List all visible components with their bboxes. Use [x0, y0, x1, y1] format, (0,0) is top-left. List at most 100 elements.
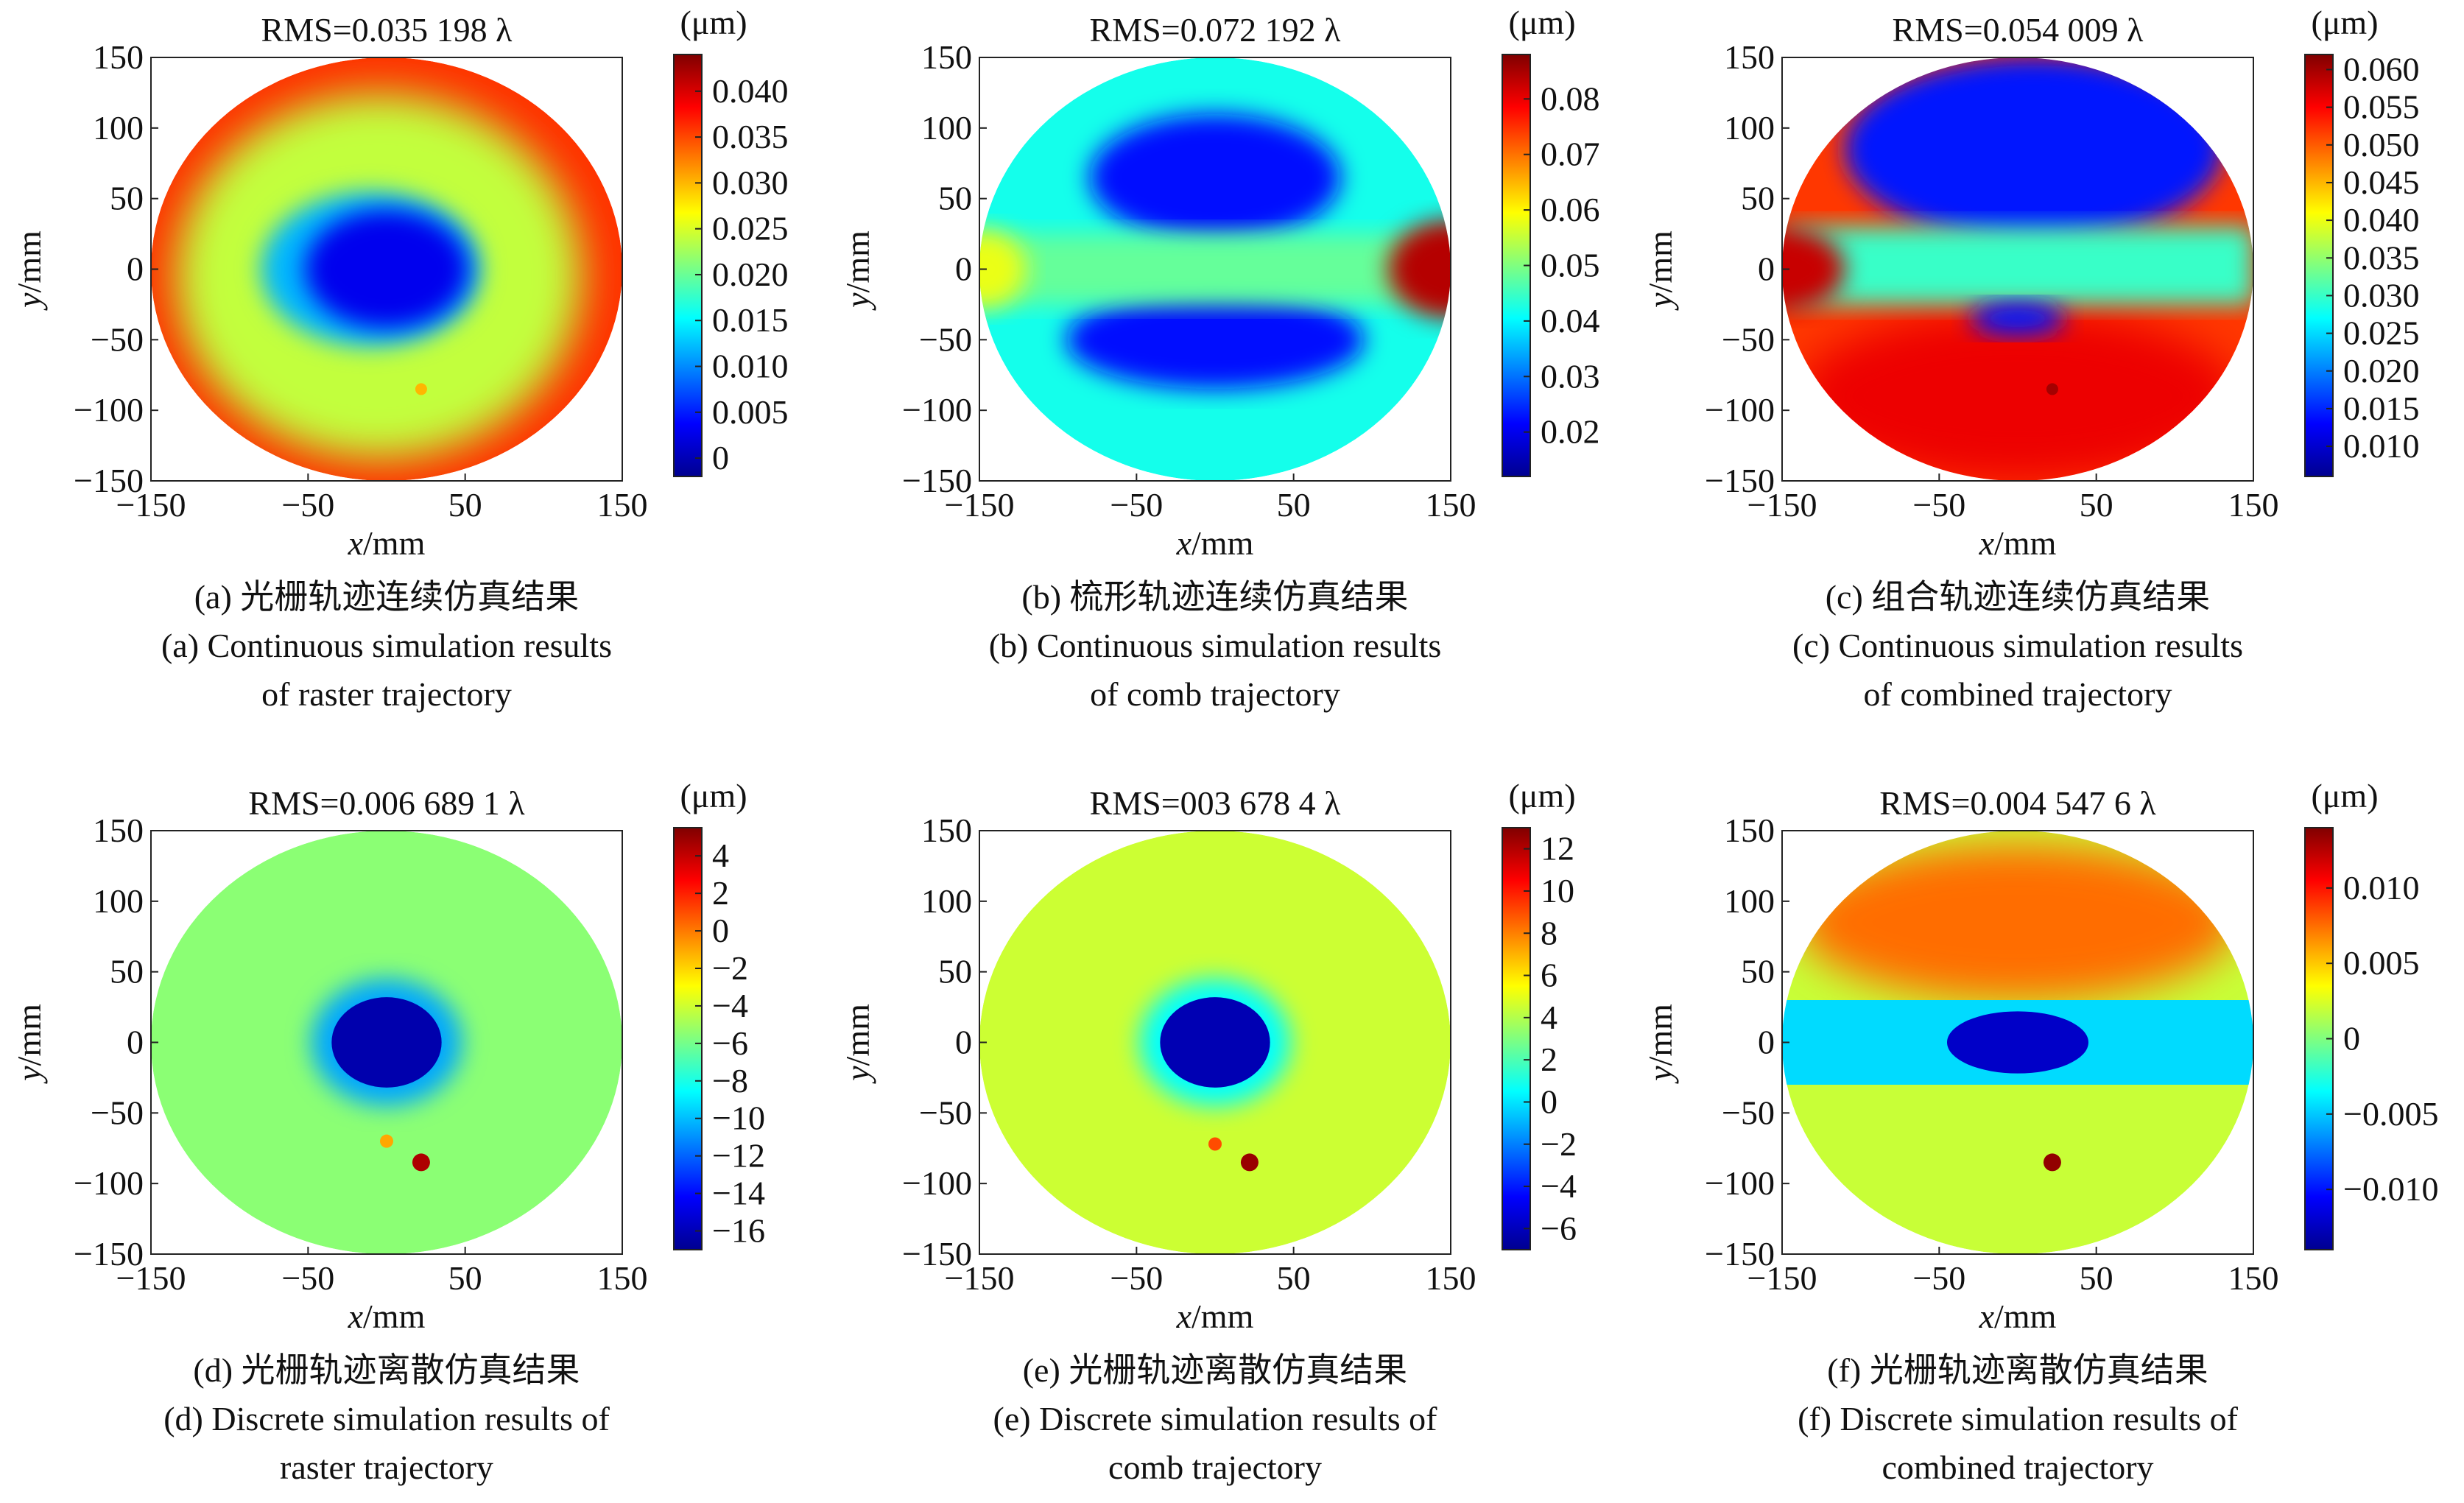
- colorbar-tick-label: 0.05: [1541, 247, 1600, 284]
- y-tick-label: −150: [902, 462, 972, 499]
- panel-c-caption: (c) 组合轨迹连续仿真结果 (c) Continuous simulation…: [1650, 573, 2386, 719]
- warm-upper: [1798, 845, 2238, 1001]
- colorbar-unit: (μm): [680, 4, 747, 41]
- caption-en-line1: (c) Continuous simulation results: [1792, 627, 2243, 664]
- surface-map: [979, 57, 1451, 481]
- caption-en-line2: comb trajectory: [1108, 1449, 1322, 1486]
- colorbar-tick-label: 0.010: [2343, 427, 2420, 465]
- y-tick-label: 0: [955, 1024, 972, 1061]
- caption-en-line2: of combined trajectory: [1863, 675, 2172, 713]
- y-tick-label: 50: [1741, 953, 1775, 990]
- y-tick-label: 150: [93, 38, 144, 76]
- caption-cn: (e) 光栅轨迹离散仿真结果: [1022, 1351, 1408, 1389]
- colorbar-unit: (μm): [2311, 4, 2378, 41]
- caption-en-line1: (b) Continuous simulation results: [988, 627, 1442, 664]
- hot-spot: [412, 1153, 430, 1172]
- y-tick-label: 0: [127, 250, 144, 288]
- chart-panel-d: −150 −50 50 150150100500−50−100−150x/mmy/mm…: [10, 777, 765, 1335]
- x-tick-label: −150: [945, 1259, 1015, 1297]
- y-tick-label: 100: [1724, 109, 1775, 147]
- chart-title: RMS=0.006 689 1 λ: [248, 784, 525, 822]
- x-tick-label: −150: [116, 1259, 186, 1297]
- y-axis-label: y/mm: [1641, 230, 1679, 311]
- colorbar-tick-label: 0.015: [2343, 390, 2420, 427]
- y-tick-label: −100: [1705, 1164, 1775, 1202]
- chart-panel-f: −150 −50 50 150 150 100 50 0 −50 −100 −150 x/mm y/mm…: [1641, 777, 2438, 1335]
- low-region: [305, 210, 468, 328]
- caption-cn: (f) 光栅轨迹离散仿真结果: [1827, 1351, 2208, 1389]
- x-tick-label: 50: [1277, 486, 1311, 524]
- x-tick-label: −150: [945, 486, 1015, 524]
- panel-b-caption: (b) 梳形轨迹连续仿真结果 (b) Continuous simulation…: [847, 573, 1583, 719]
- colorbar-tick-label: 6: [1541, 957, 1557, 994]
- caption-en-line1: (f) Discrete simulation results of: [1798, 1400, 2238, 1437]
- y-tick-label: 100: [93, 882, 144, 920]
- y-tick-label: −100: [74, 1164, 144, 1202]
- colorbar-tick-label: 4: [712, 837, 729, 874]
- y-tick-label: 0: [955, 250, 972, 288]
- colorbar-tick-label: −2: [1541, 1125, 1577, 1163]
- surface-map: [151, 57, 622, 481]
- caption-cn: (c) 组合轨迹连续仿真结果: [1825, 578, 2211, 616]
- hot-spot: [2043, 1153, 2061, 1172]
- colorbar-tick-label: 0.010: [2343, 869, 2420, 907]
- colorbar-tick-label: 0.015: [712, 301, 789, 339]
- colorbar-tick-label: 0.025: [712, 210, 789, 247]
- panel-f-caption: (f) 光栅轨迹离散仿真结果 (f) Discrete simulation r…: [1650, 1346, 2386, 1492]
- y-tick-label: 100: [1724, 882, 1775, 920]
- hot-spot: [415, 383, 427, 395]
- caption-en-line2: of raster trajectory: [261, 675, 512, 713]
- x-axis-label: x/mm: [348, 524, 426, 562]
- y-tick-label: 150: [921, 812, 972, 849]
- panel-e-caption: (e) 光栅轨迹离散仿真结果 (e) Discrete simulation r…: [847, 1346, 1583, 1492]
- x-tick-label: 150: [1426, 1259, 1476, 1297]
- colorbar-tick-label: −10: [712, 1099, 765, 1137]
- colorbar-tick-label: −6: [712, 1024, 748, 1062]
- y-tick-label: 50: [938, 180, 972, 217]
- x-tick-label: −150: [1747, 486, 1817, 524]
- caption-cn: (a) 光栅轨迹连续仿真结果: [194, 578, 580, 616]
- colorbar-tick-label: 0.020: [2343, 352, 2420, 390]
- y-tick-label: −100: [74, 391, 144, 429]
- colorbar-tick-label: 2: [1541, 1041, 1557, 1078]
- x-tick-label: −150: [1747, 1259, 1817, 1297]
- y-axis-label: y/mm: [1641, 1004, 1679, 1084]
- x-tick-label: 150: [2228, 1259, 2279, 1297]
- warm-edge: [979, 229, 1027, 309]
- x-tick-label: 50: [448, 486, 482, 524]
- x-tick-label: 150: [597, 486, 648, 524]
- panel-d-caption: (d) 光栅轨迹离散仿真结果 (d) Discrete simulation r…: [18, 1346, 755, 1492]
- x-axis-label: x/mm: [348, 1298, 426, 1335]
- y-tick-label: 0: [127, 1024, 144, 1061]
- y-tick-label: 0: [1758, 250, 1775, 288]
- x-tick-label: 50: [2080, 1259, 2113, 1297]
- y-tick-label: 150: [1724, 812, 1775, 849]
- chart-title: RMS=003 678 4 λ: [1090, 784, 1342, 822]
- band-region: [1782, 227, 2253, 305]
- colorbar: [1502, 827, 1531, 1250]
- colorbar-tick-label: 0.035: [712, 118, 789, 155]
- surface-map: [1782, 57, 2253, 481]
- colorbar-tick-label: 0.020: [712, 256, 789, 293]
- y-tick-label: −100: [902, 1164, 972, 1202]
- y-tick-label: −50: [1722, 1094, 1775, 1131]
- low-spot: [1971, 301, 2065, 336]
- x-tick-label: 50: [448, 1259, 482, 1297]
- colorbar-tick-label: 2: [712, 874, 729, 912]
- y-tick-label: −100: [1705, 391, 1775, 429]
- colorbar-tick-label: 0.07: [1541, 135, 1600, 173]
- colorbar-tick-label: −16: [712, 1212, 765, 1250]
- y-tick-label: −150: [74, 1235, 144, 1273]
- colorbar: [673, 827, 703, 1250]
- colorbar-tick-label: 0.06: [1541, 191, 1600, 228]
- y-tick-label: 50: [1741, 180, 1775, 217]
- colorbar-tick-label: 0.03: [1541, 357, 1600, 395]
- caption-cn: (d) 光栅轨迹离散仿真结果: [193, 1351, 580, 1389]
- colorbar-tick-label: 0.030: [712, 163, 789, 201]
- y-axis-label: y/mm: [10, 1004, 48, 1084]
- colorbar-tick-label: 0.005: [2343, 944, 2420, 982]
- colorbar-tick-label: 0: [1541, 1083, 1557, 1120]
- hot-spot: [2046, 383, 2058, 395]
- colorbar-tick-label: −6: [1541, 1209, 1577, 1247]
- colorbar-tick-label: −14: [712, 1175, 765, 1212]
